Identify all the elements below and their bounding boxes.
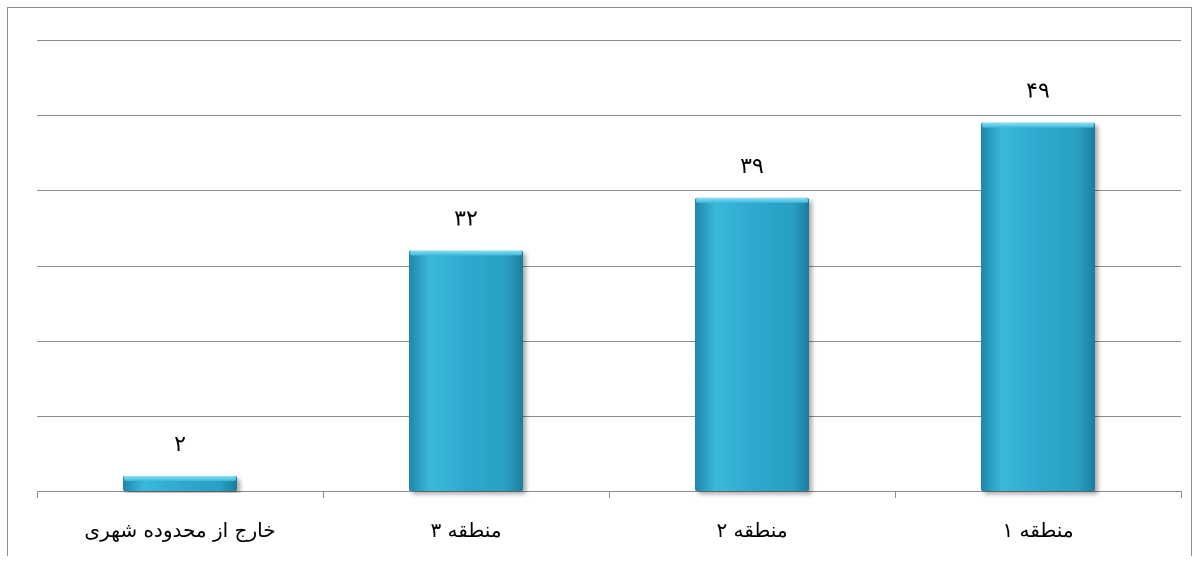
x-axis — [37, 491, 1182, 498]
bar-rect — [981, 122, 1095, 491]
bar — [981, 122, 1095, 491]
bars — [123, 122, 1095, 491]
data-label: ۳۹ — [740, 154, 764, 179]
bar-rect — [409, 250, 523, 491]
data-label: ۳۲ — [454, 206, 478, 231]
bar-highlight — [124, 475, 236, 481]
bar — [123, 475, 237, 491]
bar-highlight — [982, 122, 1094, 128]
bar — [409, 250, 523, 491]
bar-highlight — [696, 197, 808, 203]
category-label: منطقه ۱ — [1002, 518, 1073, 542]
bar — [695, 197, 809, 491]
data-label: ۴۹ — [1026, 79, 1050, 104]
data-label: ۲ — [174, 432, 186, 457]
category-labels: منطقه ۱ منطقه ۲ منطقه ۳ خارج از محدوده شهری — [84, 518, 1073, 542]
category-label: خارج از محدوده شهری — [84, 518, 275, 542]
value-labels: ۴۹ ۳۹ ۳۲ ۲ — [174, 79, 1050, 457]
bar-rect — [695, 197, 809, 491]
gridlines — [37, 40, 1181, 417]
category-label: منطقه ۲ — [716, 518, 787, 542]
category-label: منطقه ۳ — [430, 518, 501, 542]
bar-highlight — [410, 250, 522, 256]
